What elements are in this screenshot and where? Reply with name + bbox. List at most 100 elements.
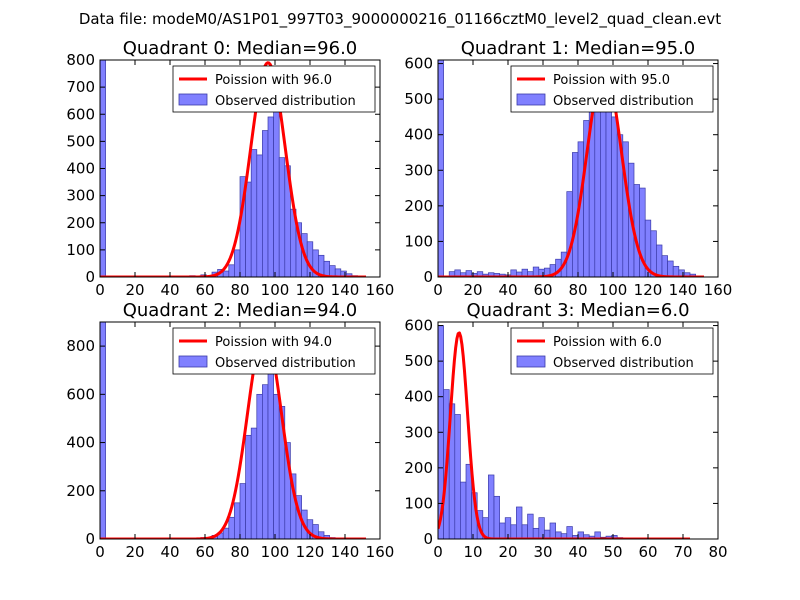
histogram-bar [306,241,314,277]
y-tick-label: 100 [404,232,433,250]
x-tick-label: 20 [125,543,144,561]
x-tick-label: 0 [433,543,443,561]
y-tick-label: 600 [404,55,433,73]
y-tick-label: 100 [66,241,95,259]
y-tick-label: 0 [423,530,433,548]
x-tick-label: 60 [195,543,214,561]
histogram-bar [256,154,263,277]
legend-bar-swatch [516,355,546,368]
x-tick-label: 80 [708,543,727,561]
legend-bar-label: Observed distribution [215,356,356,371]
x-tick-label: 50 [603,543,622,561]
panel-quadrant-1: Quadrant 1: Median=95.0 0 20 40 60 80 100 120 14… [404,38,732,299]
legend: Poission with 96.0 Observed distribution [172,65,376,113]
legend: Poission with 6.0 Observed distribution [510,327,714,375]
histogram-bar [100,322,106,539]
y-tick-label: 400 [404,388,433,406]
y-tick-label: 300 [404,161,433,179]
x-tick-label: 10 [463,543,482,561]
panel-title: Quadrant 0: Median=96.0 [123,38,358,59]
y-tick-label: 0 [423,268,433,286]
plot-area [100,322,367,539]
x-tick-label: 40 [160,281,179,299]
legend-curve-label: Poission with 95.0 [553,73,670,88]
y-tick-label: 0 [85,268,95,286]
legend: Poission with 95.0 Observed distribution [510,65,714,113]
histogram-bar [527,513,534,539]
histogram-bar [488,474,495,539]
legend-bar-swatch [178,355,208,368]
y-tick-label: 300 [66,187,95,205]
x-tick-label: 40 [568,543,587,561]
figure-suptitle: Data file: modeM0/AS1P01_997T03_90000002… [79,10,721,29]
histogram-bar [566,191,573,277]
x-tick-label: 60 [195,281,214,299]
histogram-bar [454,414,461,539]
y-tick-label: 200 [404,197,433,215]
y-tick-label: 600 [66,385,95,403]
histogram-bar [262,130,269,277]
poisson-curve [100,330,367,539]
legend-curve-label: Poission with 94.0 [215,335,332,350]
x-tick-label: 160 [366,281,395,299]
y-tick-label: 400 [66,434,95,452]
panel-title: Quadrant 1: Median=95.0 [461,38,696,59]
histogram-bar [228,516,235,539]
x-tick-label: 120 [296,281,325,299]
x-tick-label: 140 [331,281,360,299]
y-tick-label: 200 [404,459,433,477]
x-tick-label: 70 [673,543,692,561]
y-tick-label: 500 [404,90,433,108]
histogram-bar [549,522,556,539]
histogram-bar [438,60,444,277]
y-tick-label: 800 [66,51,95,69]
y-tick-label: 700 [66,78,95,96]
x-tick-label: 0 [433,281,443,299]
histogram-bar [256,393,263,539]
histogram-bar [278,157,286,277]
x-tick-label: 140 [331,543,360,561]
histogram-bar [611,116,618,277]
panel-quadrant-3: Quadrant 3: Median=6.0 0 10 20 30 40 50 60 70 80 0… [404,300,727,561]
x-tick-label: 80 [230,543,249,561]
histogram-bar [538,517,545,539]
panel-title: Quadrant 2: Median=94.0 [123,300,358,321]
x-tick-label: 0 [95,281,105,299]
histogram-bar [566,526,573,539]
x-tick-label: 80 [568,281,587,299]
panel-quadrant-0: Quadrant 0: Median=96.0 0 20 40 60 80 100 120 14… [66,38,394,299]
x-tick-label: 160 [366,543,395,561]
histogram-bar [267,116,274,277]
x-tick-label: 80 [230,281,249,299]
histogram-bar [273,393,280,539]
x-tick-label: 40 [498,281,517,299]
histogram-bar [245,181,252,277]
legend-bar-swatch [178,93,208,106]
plot-area [100,60,367,277]
y-tick-label: 600 [66,105,95,123]
y-tick-label: 200 [66,214,95,232]
y-tick-label: 0 [85,530,95,548]
histogram-bar [611,535,618,539]
histogram-bar [493,495,500,539]
y-tick-label: 400 [66,160,95,178]
y-tick-label: 200 [66,482,95,500]
histogram-bar [499,522,506,539]
y-tick-label: 600 [404,317,433,335]
histogram-bar [228,264,235,277]
histogram-bar [594,531,601,539]
histogram-bar [672,265,680,277]
x-tick-label: 0 [95,543,105,561]
y-tick-label: 100 [404,494,433,512]
poisson-curve [438,331,691,539]
x-tick-label: 30 [533,543,552,561]
histogram-bar [222,527,230,539]
histogram-bar [661,255,668,277]
legend-curve-label: Poission with 96.0 [215,73,332,88]
x-tick-label: 100 [261,543,290,561]
x-tick-label: 60 [638,543,657,561]
legend: Poission with 94.0 Observed distribution [172,327,376,375]
x-tick-label: 160 [704,281,733,299]
x-tick-label: 100 [599,281,628,299]
